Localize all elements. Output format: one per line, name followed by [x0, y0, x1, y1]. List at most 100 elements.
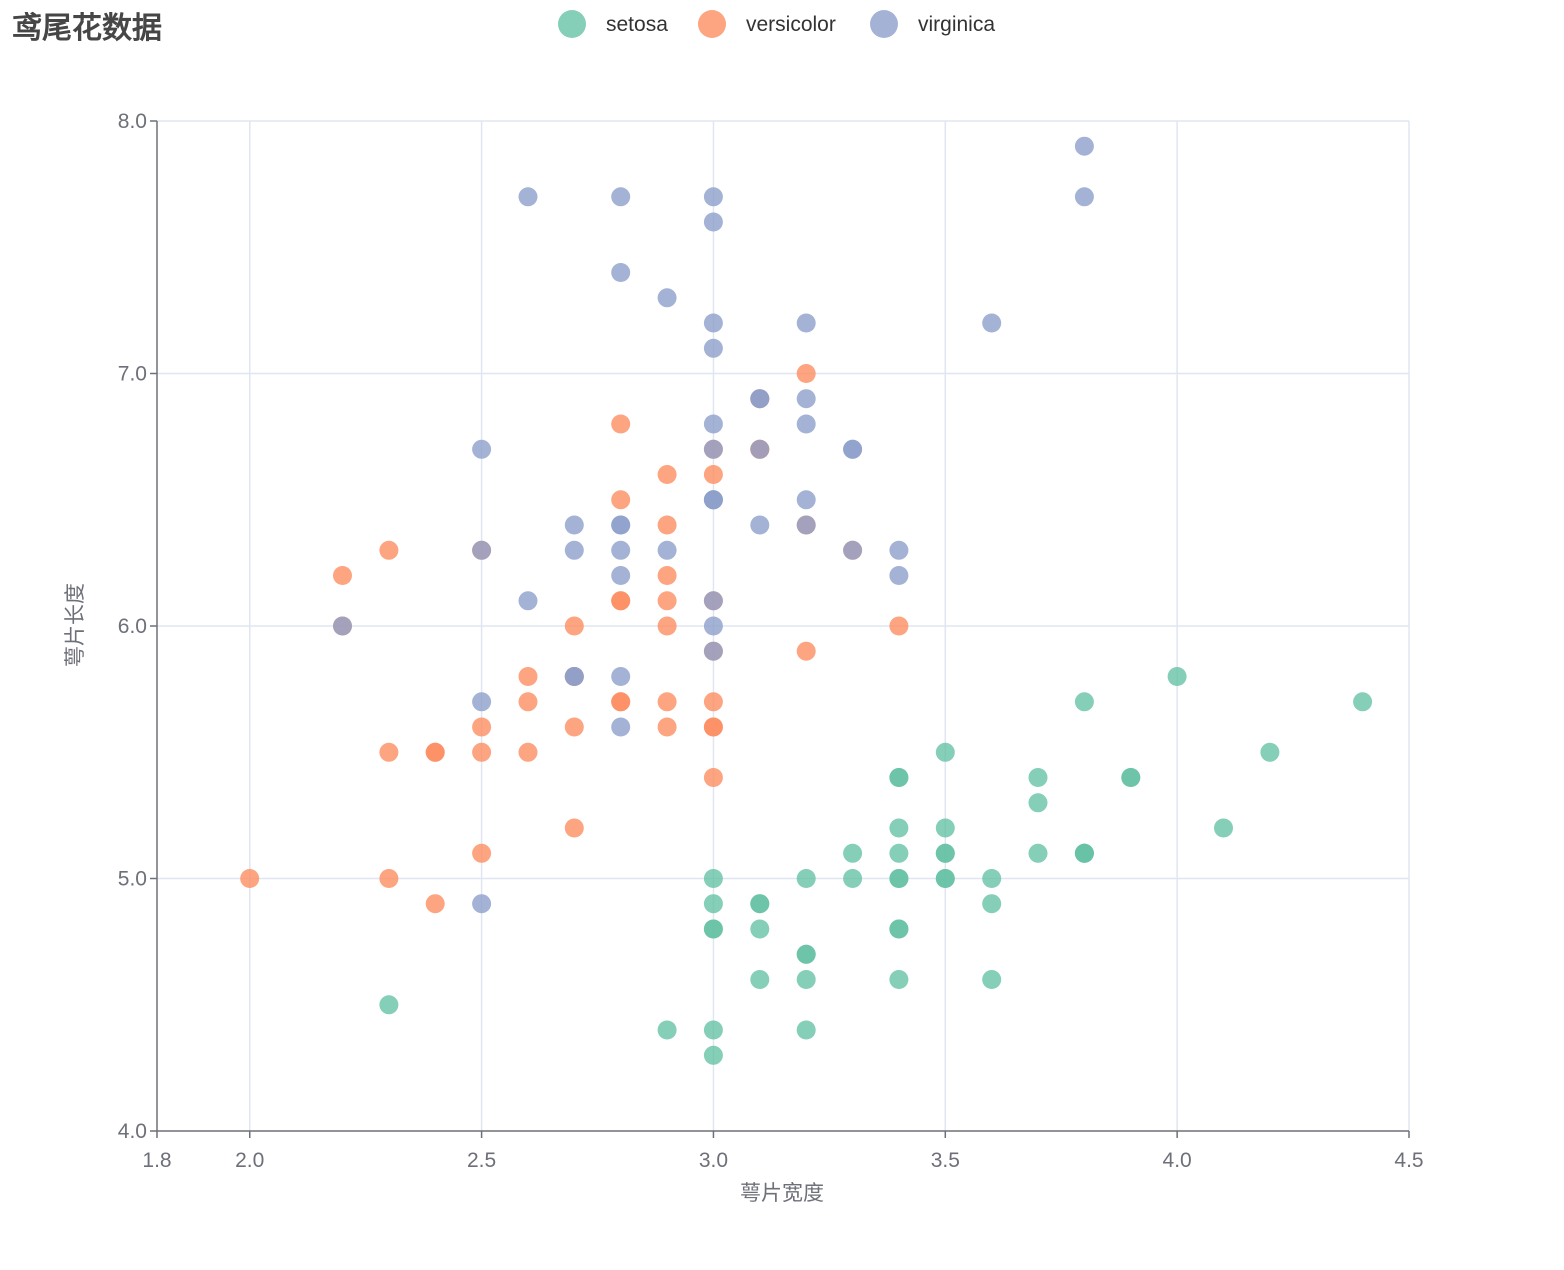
data-point-setosa[interactable]: [982, 869, 1002, 888]
data-point-setosa[interactable]: [703, 1020, 723, 1040]
data-point-setosa[interactable]: [379, 995, 399, 1015]
data-point-setosa[interactable]: [750, 919, 770, 939]
data-point-versicolor[interactable]: [703, 465, 723, 484]
data-point-versicolor[interactable]: [518, 667, 538, 686]
data-point-versicolor[interactable]: [611, 414, 631, 434]
legend-item-virginica[interactable]: virginica: [870, 10, 995, 38]
data-point-setosa[interactable]: [796, 869, 816, 888]
data-point-setosa[interactable]: [1167, 667, 1187, 686]
data-point-virginica[interactable]: [333, 616, 352, 636]
data-point-setosa[interactable]: [889, 970, 909, 989]
data-point-virginica[interactable]: [564, 515, 584, 535]
data-point-versicolor[interactable]: [796, 364, 816, 383]
data-point-virginica[interactable]: [750, 439, 770, 459]
data-point-setosa[interactable]: [935, 742, 955, 762]
data-point-versicolor[interactable]: [564, 818, 584, 838]
data-point-setosa[interactable]: [796, 1020, 816, 1040]
data-point-versicolor[interactable]: [379, 540, 399, 560]
data-point-versicolor[interactable]: [796, 641, 816, 661]
data-point-versicolor[interactable]: [611, 490, 631, 510]
data-point-versicolor[interactable]: [379, 742, 399, 762]
data-point-setosa[interactable]: [657, 1020, 677, 1040]
data-point-versicolor[interactable]: [472, 717, 492, 737]
data-point-setosa[interactable]: [889, 843, 909, 863]
data-point-versicolor[interactable]: [472, 742, 492, 762]
data-point-setosa[interactable]: [889, 768, 909, 787]
data-point-versicolor[interactable]: [518, 742, 538, 762]
data-point-setosa[interactable]: [1028, 793, 1048, 813]
data-point-virginica[interactable]: [703, 187, 723, 207]
data-point-virginica[interactable]: [796, 515, 816, 535]
data-point-virginica[interactable]: [796, 414, 816, 434]
data-point-versicolor[interactable]: [564, 616, 584, 636]
data-point-setosa[interactable]: [935, 843, 955, 863]
data-point-virginica[interactable]: [472, 540, 492, 560]
data-point-virginica[interactable]: [472, 439, 492, 459]
data-point-virginica[interactable]: [843, 540, 863, 560]
data-point-virginica[interactable]: [1074, 136, 1094, 156]
legend-item-setosa[interactable]: setosa: [558, 10, 668, 38]
data-point-virginica[interactable]: [796, 389, 816, 409]
data-point-virginica[interactable]: [750, 389, 770, 409]
data-point-setosa[interactable]: [843, 869, 863, 888]
data-point-virginica[interactable]: [611, 540, 631, 560]
data-point-virginica[interactable]: [611, 263, 631, 282]
data-point-virginica[interactable]: [703, 641, 723, 661]
data-point-setosa[interactable]: [1214, 818, 1233, 838]
data-point-versicolor[interactable]: [472, 843, 492, 863]
legend-item-versicolor[interactable]: versicolor: [698, 10, 836, 38]
data-point-virginica[interactable]: [518, 187, 538, 207]
data-point-versicolor[interactable]: [240, 869, 260, 888]
data-point-versicolor[interactable]: [518, 692, 538, 712]
data-point-versicolor[interactable]: [379, 869, 399, 888]
data-point-virginica[interactable]: [611, 667, 631, 686]
data-point-virginica[interactable]: [703, 439, 723, 459]
data-point-virginica[interactable]: [982, 313, 1002, 333]
data-point-setosa[interactable]: [1353, 692, 1373, 712]
data-point-setosa[interactable]: [982, 894, 1002, 914]
data-point-virginica[interactable]: [703, 616, 723, 636]
data-point-setosa[interactable]: [1028, 768, 1048, 787]
data-point-setosa[interactable]: [935, 818, 955, 838]
data-point-setosa[interactable]: [1074, 843, 1094, 863]
data-point-versicolor[interactable]: [611, 591, 631, 611]
data-point-versicolor[interactable]: [657, 465, 677, 484]
data-point-versicolor[interactable]: [657, 591, 677, 611]
data-point-versicolor[interactable]: [564, 717, 584, 737]
data-point-setosa[interactable]: [1028, 843, 1048, 863]
data-point-setosa[interactable]: [1260, 742, 1280, 762]
data-point-virginica[interactable]: [889, 566, 909, 585]
data-point-virginica[interactable]: [518, 591, 538, 611]
data-point-setosa[interactable]: [796, 970, 816, 989]
data-point-virginica[interactable]: [472, 894, 492, 914]
data-point-setosa[interactable]: [750, 894, 770, 914]
data-point-virginica[interactable]: [843, 439, 863, 459]
data-point-virginica[interactable]: [703, 490, 723, 510]
data-point-virginica[interactable]: [703, 591, 723, 611]
data-point-versicolor[interactable]: [703, 692, 723, 712]
data-point-setosa[interactable]: [843, 843, 863, 863]
data-point-virginica[interactable]: [564, 667, 584, 686]
data-point-versicolor[interactable]: [425, 894, 445, 914]
data-point-setosa[interactable]: [703, 919, 723, 939]
data-point-setosa[interactable]: [703, 869, 723, 888]
data-point-setosa[interactable]: [935, 869, 955, 888]
data-point-virginica[interactable]: [889, 540, 909, 560]
data-point-virginica[interactable]: [796, 490, 816, 510]
data-point-versicolor[interactable]: [703, 768, 723, 787]
data-point-setosa[interactable]: [1074, 692, 1094, 712]
data-point-virginica[interactable]: [703, 313, 723, 333]
data-point-setosa[interactable]: [1121, 768, 1141, 787]
data-point-virginica[interactable]: [750, 515, 770, 535]
data-point-setosa[interactable]: [703, 894, 723, 914]
data-point-virginica[interactable]: [611, 566, 631, 585]
data-point-virginica[interactable]: [564, 540, 584, 560]
data-point-virginica[interactable]: [796, 313, 816, 333]
data-point-setosa[interactable]: [889, 818, 909, 838]
data-point-virginica[interactable]: [703, 338, 723, 358]
data-point-virginica[interactable]: [657, 540, 677, 560]
data-point-versicolor[interactable]: [657, 515, 677, 535]
data-point-virginica[interactable]: [611, 187, 631, 207]
data-point-virginica[interactable]: [611, 717, 631, 737]
data-point-versicolor[interactable]: [703, 717, 723, 737]
